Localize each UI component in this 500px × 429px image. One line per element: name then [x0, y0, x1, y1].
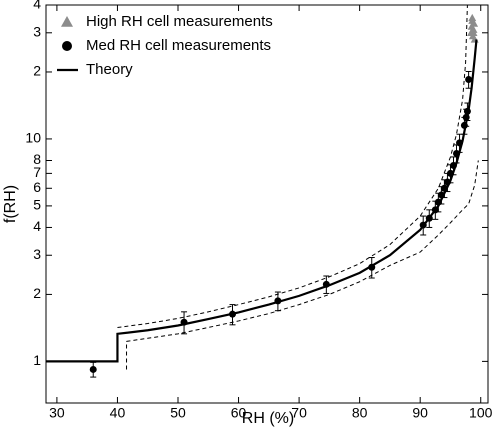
- legend-marker: [61, 16, 73, 27]
- x-tick-label: 80: [352, 405, 368, 421]
- y-tick-label: 4: [33, 0, 41, 12]
- x-axis-label: RH (%): [242, 410, 294, 427]
- x-tick-label: 100: [469, 405, 493, 421]
- legend-label: Theory: [86, 61, 133, 78]
- triangle-point: [470, 19, 479, 27]
- x-tick-label: 40: [110, 405, 126, 421]
- legend-label: High RH cell measurements: [86, 13, 273, 30]
- y-tick-label: 8: [33, 151, 41, 167]
- y-tick-label: 5: [33, 197, 41, 213]
- theory-line: [46, 39, 478, 363]
- legend-marker: [62, 41, 72, 51]
- y-tick-label: 3: [33, 246, 41, 262]
- y-axis-label: f(RH): [2, 185, 19, 223]
- y-tick-label: 3: [33, 23, 41, 39]
- x-tick-label: 50: [170, 405, 186, 421]
- x-tick-label: 70: [291, 405, 307, 421]
- y-tick-label: 7: [33, 164, 41, 180]
- circle-point: [89, 365, 97, 373]
- bound-line: [126, 160, 479, 370]
- y-tick-label: 2: [33, 63, 41, 79]
- legend-label: Med RH cell measurements: [86, 37, 271, 54]
- bound-line: [117, 4, 468, 329]
- x-tick-label: 30: [49, 405, 65, 421]
- y-tick-label: 10: [25, 130, 41, 146]
- circle-point: [465, 75, 473, 83]
- y-tick-label: 1: [33, 352, 41, 368]
- triangle-point: [468, 13, 477, 22]
- y-tick-label: 2: [33, 285, 41, 301]
- plot-frame: [45, 4, 489, 404]
- legend: High RH cell measurements Med RH cell mea…: [57, 13, 273, 78]
- y-tick-label: 4: [33, 218, 41, 234]
- triangle-point: [469, 28, 478, 36]
- x-tick-label: 90: [412, 405, 428, 421]
- x-tick-label: 60: [231, 405, 247, 421]
- y-tick-label: 6: [33, 179, 41, 195]
